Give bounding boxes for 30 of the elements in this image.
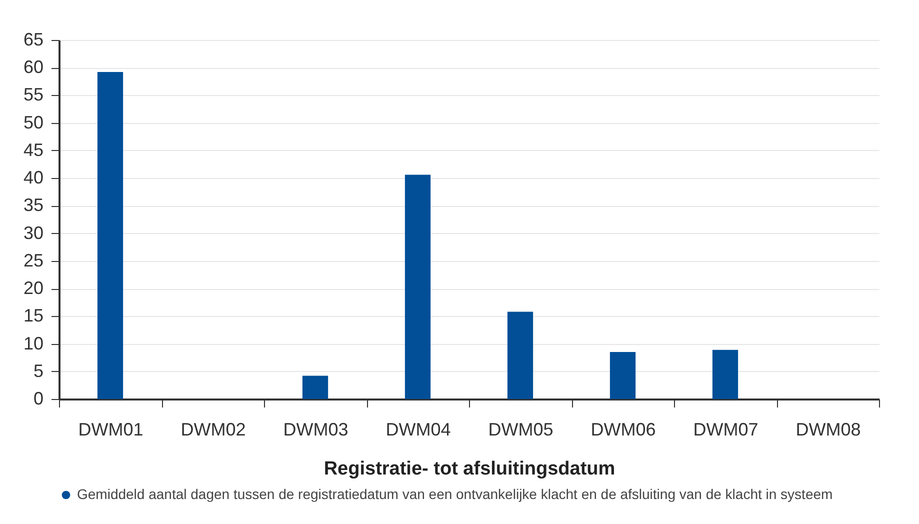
x-tick-label: DWM05 [488, 420, 554, 440]
y-tick-label: 45 [23, 140, 44, 160]
x-tick-label: DWM01 [78, 420, 144, 440]
y-tick-label: 0 [33, 388, 44, 408]
x-tick-label: DWM08 [796, 420, 861, 440]
y-tick-label: 20 [23, 278, 44, 298]
y-tick-label: 60 [23, 57, 44, 78]
x-tick-label: DWM07 [693, 420, 758, 440]
legend-label: Gemiddeld aantal dagen tussen de registratiedatum van een ontvankelijke klacht en de afsluiting van de klacht in systeem [77, 486, 833, 502]
bar [97, 72, 124, 399]
x-tick-label: DWM06 [590, 420, 656, 440]
y-tick-label: 55 [23, 84, 44, 105]
bar [302, 376, 328, 399]
y-tick-label: 10 [23, 333, 44, 354]
y-tick-label: 35 [23, 195, 44, 216]
x-axis-title: Registratie- tot afsluitingsdatum [324, 458, 616, 480]
bar [507, 312, 534, 399]
y-tick-label: 5 [33, 360, 44, 381]
bar [712, 350, 738, 399]
y-tick-label: 25 [23, 250, 44, 270]
y-tick-label: 65 [23, 30, 44, 50]
y-tick-label: 40 [23, 168, 44, 188]
x-tick-label: DWM04 [386, 420, 451, 440]
y-tick-label: 30 [23, 222, 44, 243]
bar [610, 352, 636, 399]
y-tick-label: 50 [23, 112, 44, 132]
bar [404, 174, 431, 399]
y-tick-label: 15 [23, 306, 44, 326]
x-tick-label: DWM02 [180, 420, 246, 440]
x-tick-label: DWM03 [283, 420, 348, 440]
